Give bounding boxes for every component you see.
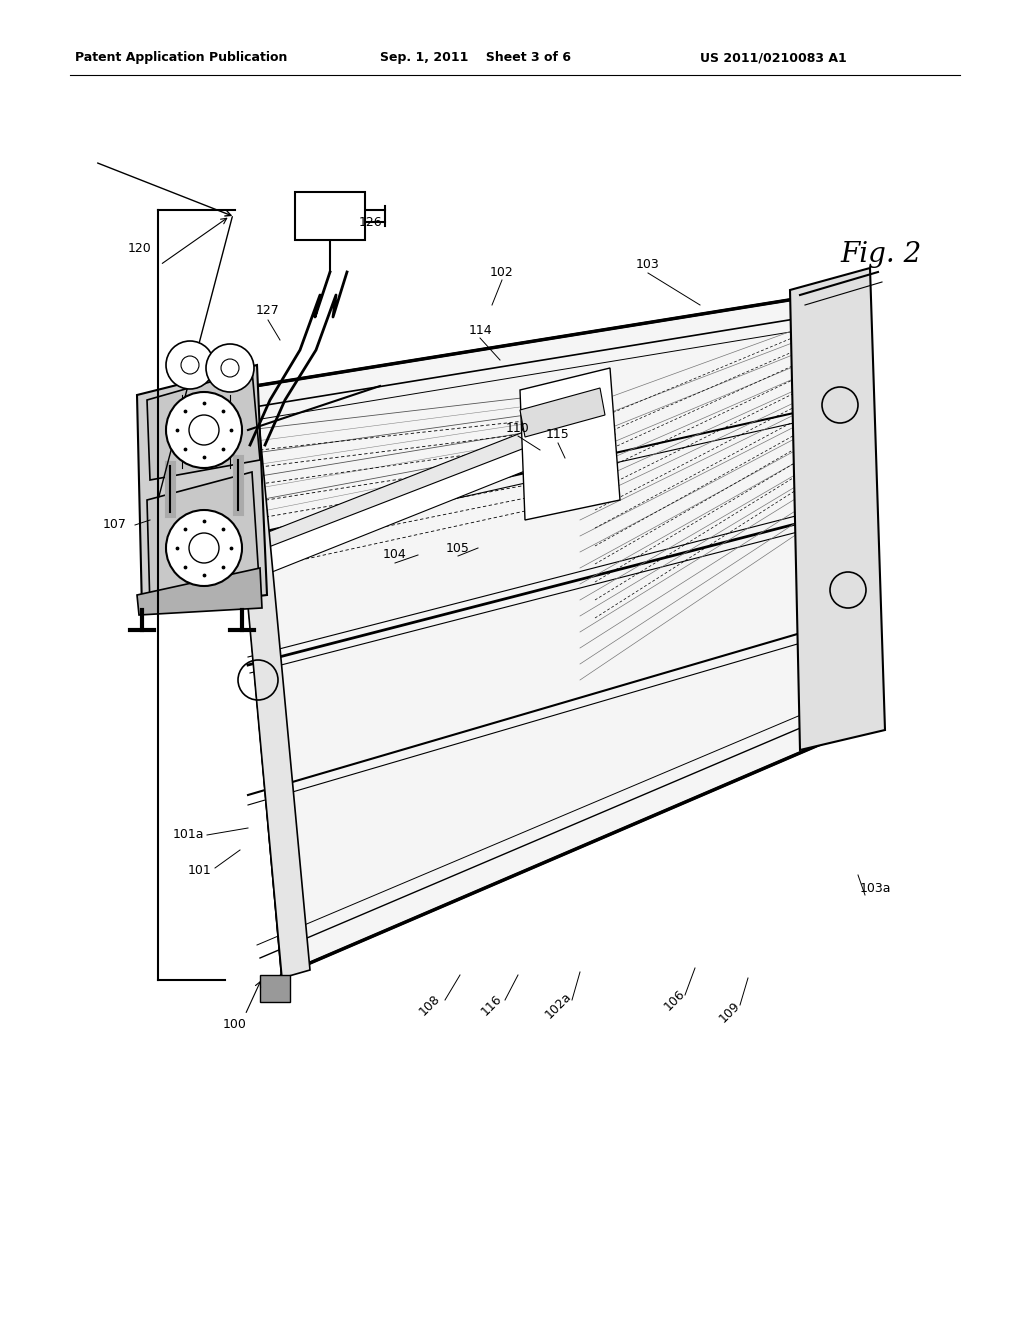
Text: 103a: 103a	[859, 882, 891, 895]
Text: 102: 102	[490, 265, 514, 279]
Polygon shape	[248, 414, 615, 579]
Text: 116: 116	[479, 993, 505, 1018]
Text: Fig. 2: Fig. 2	[840, 242, 922, 268]
Polygon shape	[137, 366, 267, 610]
Polygon shape	[228, 380, 310, 978]
Text: Patent Application Publication: Patent Application Publication	[75, 51, 288, 65]
Text: 126: 126	[358, 215, 382, 228]
Polygon shape	[790, 268, 885, 750]
Text: US 2011/0210083 A1: US 2011/0210083 A1	[700, 51, 847, 65]
Text: Sep. 1, 2011    Sheet 3 of 6: Sep. 1, 2011 Sheet 3 of 6	[380, 51, 571, 65]
Polygon shape	[137, 568, 262, 615]
Text: 102a: 102a	[543, 989, 573, 1020]
Bar	[295, 191, 365, 240]
Polygon shape	[260, 975, 290, 1002]
Circle shape	[166, 510, 242, 586]
Text: 104: 104	[383, 549, 407, 561]
Text: 108: 108	[417, 991, 443, 1018]
Polygon shape	[248, 403, 600, 560]
Circle shape	[206, 345, 254, 392]
Polygon shape	[520, 388, 605, 437]
Text: 120: 120	[128, 242, 152, 255]
Text: 101: 101	[188, 863, 212, 876]
Polygon shape	[520, 368, 620, 520]
Text: 115: 115	[546, 429, 570, 441]
Text: 106: 106	[662, 987, 688, 1012]
Text: 110: 110	[506, 421, 529, 434]
Text: 101a: 101a	[172, 829, 204, 842]
Polygon shape	[230, 294, 872, 975]
Text: 114: 114	[468, 323, 492, 337]
Polygon shape	[147, 370, 260, 480]
Text: 107: 107	[103, 519, 127, 532]
Circle shape	[166, 392, 242, 469]
Text: 105: 105	[446, 541, 470, 554]
Polygon shape	[147, 473, 260, 609]
Circle shape	[166, 341, 214, 389]
Text: 100: 100	[223, 1019, 247, 1031]
Text: 103: 103	[636, 259, 659, 272]
Text: 109: 109	[717, 999, 743, 1026]
Text: 127: 127	[256, 304, 280, 317]
